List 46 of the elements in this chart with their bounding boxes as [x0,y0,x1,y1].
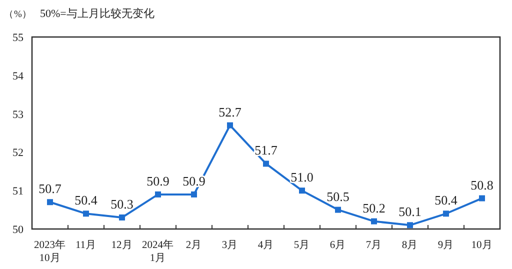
x-tick-label: 2024年 1月 [142,239,174,264]
point [119,214,125,220]
point [443,210,449,217]
x-tick-label: 5月 [294,239,310,251]
x-tick-label: 6月 [330,239,346,251]
point [407,222,413,228]
y-axis-title: （%） [4,10,32,20]
y-tick-label: 54 [12,70,24,82]
y-tick-label: 51 [12,186,24,198]
x-tick-label: 7月 [366,239,382,251]
y-tick-label: 50 [12,224,24,236]
x-tick-label: 11月 [75,239,97,251]
y-tick-label: 55 [12,32,24,44]
x-tick-label: 8月 [402,239,418,251]
point [335,206,341,213]
data-label: 50.2 [362,200,386,216]
x-tick-label: 2月 [186,239,202,251]
data-label: 50.1 [398,204,422,220]
point [371,218,377,224]
point [47,199,53,206]
y-tick-label: 52 [12,147,24,160]
data-label: 50.3 [110,196,134,212]
text: 50%=与上月比较无变化 [40,7,154,20]
data-label: 51.7 [254,142,278,158]
data-label: 52.7 [218,104,242,120]
data-label: 50.4 [74,192,98,208]
point [83,210,89,217]
data-label: 50.7 [38,181,62,196]
point [227,122,233,128]
y-tick-label: 53 [12,108,24,121]
data-label: 50.8 [470,177,494,192]
data-label: 50.9 [146,173,170,188]
x-tick-label: 4月 [258,239,274,251]
data-label: 50.5 [326,188,350,204]
x-tick-label: 2023年 10月 [34,239,66,264]
data-label: 51.0 [290,170,314,185]
x-tick-label: 3月 [222,239,238,251]
point [263,160,269,167]
point [155,191,161,198]
point [191,191,197,198]
x-tick-label: 10月 [471,239,493,251]
x-tick-label: 12月 [111,239,133,251]
x-tick-label: 9月 [438,239,454,251]
point [479,195,485,202]
point [299,188,305,194]
data-label: 50.4 [434,192,458,208]
